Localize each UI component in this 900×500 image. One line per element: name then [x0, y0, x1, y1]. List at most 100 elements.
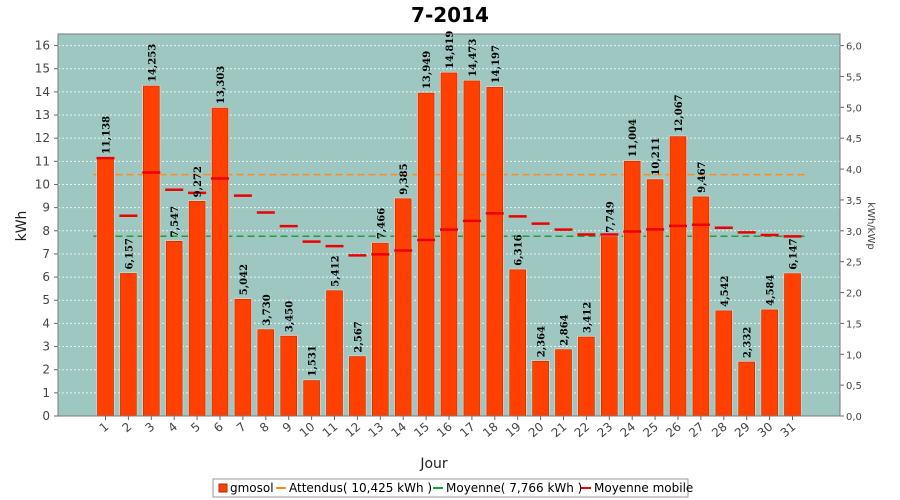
bar [646, 179, 664, 417]
bar [669, 136, 687, 417]
bar [555, 349, 572, 417]
y-tick-label: 4 [42, 316, 50, 330]
x-tick-label: 20 [526, 420, 547, 441]
bar [761, 309, 778, 417]
y-tick-label: 1 [42, 386, 50, 400]
plot-frame [57, 33, 841, 417]
bar [715, 310, 733, 417]
x-tick-label: 23 [595, 420, 616, 441]
x-tick-label: 5 [188, 420, 203, 436]
data-label: 6,157 [124, 238, 135, 269]
legend-label-average: Moyenne( 7,766 kWh ) [446, 481, 582, 495]
x-tick-label: 19 [503, 420, 524, 441]
y-right-tick-label: 1,5 [846, 319, 862, 330]
data-label: 12,067 [674, 94, 685, 132]
data-label: 2,567 [353, 321, 364, 352]
x-tick-label: 22 [572, 420, 593, 441]
bar [463, 80, 481, 417]
y-right-tick-label: 0,5 [846, 381, 862, 392]
x-tick-label: 11 [320, 420, 341, 441]
x-tick-label: 8 [257, 420, 272, 436]
y-tick-label: 16 [35, 39, 50, 53]
bar [600, 236, 618, 417]
legend-label-moving-average: Moyenne mobile [594, 481, 693, 495]
data-label: 3,730 [262, 294, 273, 325]
bar [188, 201, 206, 417]
bar [257, 329, 275, 417]
y-tick-label: 3 [42, 340, 50, 354]
data-label: 2,364 [537, 326, 548, 357]
y-right-tick-label: 2,5 [846, 258, 862, 269]
bar [280, 335, 298, 417]
y-tick-label: 15 [35, 62, 50, 76]
legend-label-bars: gmosol [230, 481, 274, 495]
y-tick-label: 7 [42, 247, 50, 261]
y-tick-label: 2 [42, 363, 50, 377]
data-label: 11,138 [102, 116, 113, 154]
x-tick-label: 28 [709, 420, 730, 441]
y-axis-title: kWh [14, 211, 30, 242]
bar [509, 269, 527, 417]
y-right-tick-label: 1,0 [846, 350, 862, 361]
data-label: 11,004 [628, 119, 639, 157]
y-tick-label: 13 [35, 108, 50, 122]
x-tick-label: 9 [280, 420, 295, 436]
data-label: 6,316 [514, 234, 525, 265]
y-tick-label: 11 [35, 154, 50, 168]
bar [349, 356, 366, 417]
x-tick-label: 14 [388, 420, 409, 441]
x-tick-label: 10 [297, 420, 318, 441]
data-label: 5,042 [239, 264, 250, 295]
bar [120, 273, 137, 417]
y-right-tick-label: 5,5 [846, 72, 862, 83]
data-label: 5,412 [331, 255, 342, 286]
y-tick-label: 12 [35, 131, 50, 145]
bar [371, 242, 389, 417]
x-tick-label: 7 [234, 420, 249, 436]
x-tick-label: 17 [457, 420, 478, 441]
y-right-tick-label: 5,0 [846, 103, 862, 114]
x-tick-label: 21 [549, 420, 570, 441]
y-tick-label: 10 [35, 177, 50, 191]
y-right-tick-label: 6,0 [846, 42, 862, 53]
x-tick-label: 24 [617, 420, 638, 441]
bar [211, 107, 229, 417]
data-label: 9,467 [697, 161, 708, 192]
bar [623, 160, 641, 417]
bar [532, 360, 549, 417]
y-tick-label: 6 [42, 270, 50, 284]
bar [97, 157, 114, 417]
x-tick-label: 26 [663, 420, 684, 441]
data-label: 13,303 [216, 66, 227, 104]
x-tick-label: 15 [411, 420, 432, 441]
bar [165, 240, 183, 417]
y-right-tick-label: 3,5 [846, 196, 862, 207]
y-right-tick-label: 4,0 [846, 165, 862, 176]
x-tick-label: 3 [142, 420, 157, 436]
y-tick-label: 14 [35, 85, 50, 99]
legend-swatch-bars [218, 483, 228, 493]
x-axis-title: Jour [419, 456, 448, 472]
x-tick-label: 4 [165, 420, 180, 436]
data-label: 14,473 [468, 39, 479, 77]
legend-box [212, 478, 689, 498]
data-label: 2,332 [743, 327, 754, 358]
data-label: 7,749 [605, 201, 616, 232]
y-right-tick-label: 0,0 [846, 412, 862, 423]
data-label: 9,272 [193, 166, 204, 197]
x-tick-label: 29 [732, 420, 753, 441]
data-label: 3,412 [582, 302, 593, 333]
x-tick-label: 25 [640, 420, 661, 441]
data-label: 7,547 [170, 206, 181, 237]
data-label: 4,584 [766, 275, 777, 306]
data-label: 2,864 [560, 314, 571, 345]
bar [234, 298, 252, 417]
x-tick-label: 27 [686, 420, 707, 441]
chart-title: 7-2014 [411, 3, 489, 27]
legend-label-expected: Attendus( 10,425 kWh ) [289, 481, 432, 495]
data-label: 10,211 [651, 137, 662, 175]
data-label: 1,531 [308, 345, 319, 376]
bar [394, 198, 412, 417]
x-tick-label: 16 [434, 420, 455, 441]
